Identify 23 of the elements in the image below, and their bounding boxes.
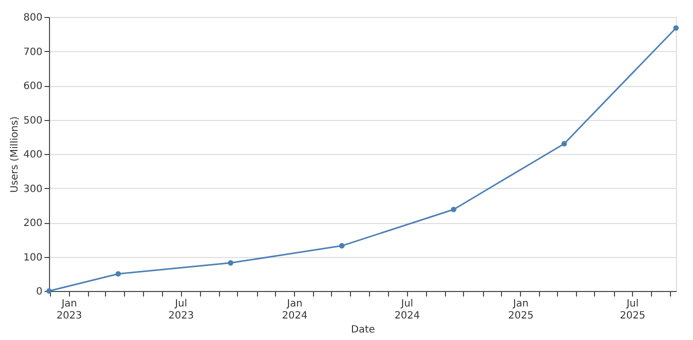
- y-tick-label: 600: [23, 81, 42, 92]
- x-tick-label: Jul 2024: [394, 298, 420, 322]
- y-tick-label: 700: [23, 46, 42, 58]
- point: [339, 243, 345, 249]
- point: [561, 140, 567, 146]
- point: [673, 25, 679, 31]
- point: [450, 206, 456, 212]
- y-tick-label: 0: [36, 286, 42, 298]
- y-tick-label: 400: [23, 150, 42, 160]
- x-tick-label: Jul 2023: [168, 298, 194, 322]
- y-tick-label: 200: [23, 218, 42, 229]
- x-tick-label: Jan 2025: [508, 298, 534, 322]
- x-tick-label: Jul 2025: [620, 298, 646, 322]
- point: [228, 260, 234, 266]
- point: [115, 271, 121, 277]
- y-tick-label: 500: [23, 115, 42, 126]
- x-tick-label: Jan 2024: [282, 298, 308, 322]
- y-tick-label: 300: [23, 184, 42, 195]
- y-tick-label: 100: [23, 252, 42, 264]
- y-tick-label: 800: [23, 12, 42, 24]
- y-axis-title: Users (Millions): [9, 116, 20, 193]
- x-axis-title: Date: [351, 324, 375, 336]
- x-tick-label: Jan 2023: [56, 298, 82, 322]
